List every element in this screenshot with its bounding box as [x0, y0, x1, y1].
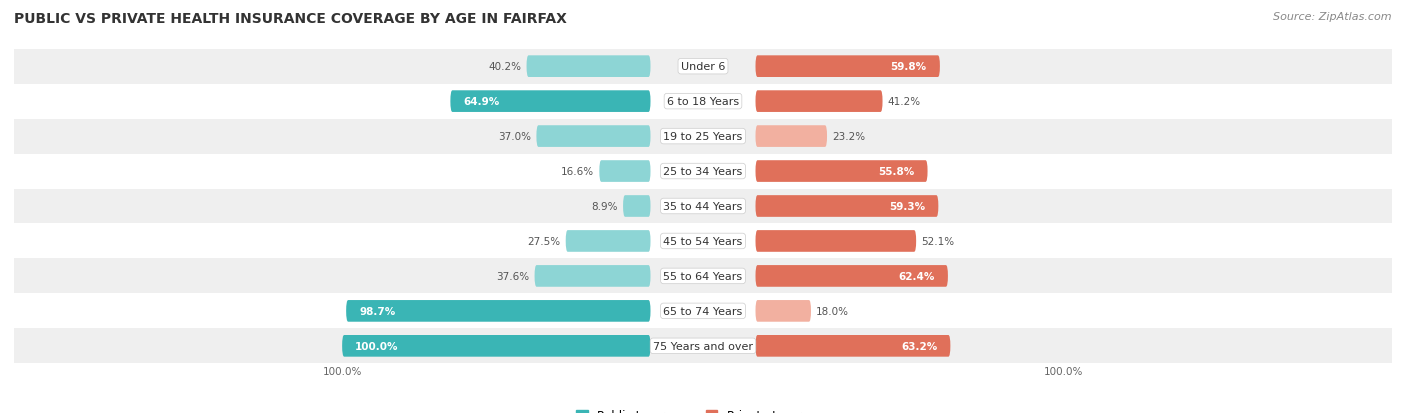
Bar: [14, 154, 1392, 189]
Text: 19 to 25 Years: 19 to 25 Years: [664, 132, 742, 142]
Text: PUBLIC VS PRIVATE HEALTH INSURANCE COVERAGE BY AGE IN FAIRFAX: PUBLIC VS PRIVATE HEALTH INSURANCE COVER…: [14, 12, 567, 26]
Text: 52.1%: 52.1%: [921, 236, 955, 247]
FancyBboxPatch shape: [755, 126, 827, 147]
FancyBboxPatch shape: [599, 161, 651, 183]
Text: 59.3%: 59.3%: [889, 202, 925, 211]
FancyBboxPatch shape: [342, 335, 651, 357]
Text: 25 to 34 Years: 25 to 34 Years: [664, 166, 742, 177]
Bar: [14, 84, 1392, 119]
Text: 59.8%: 59.8%: [890, 62, 927, 72]
Text: 62.4%: 62.4%: [898, 271, 935, 281]
Bar: [14, 224, 1392, 259]
FancyBboxPatch shape: [534, 266, 651, 287]
Text: Source: ZipAtlas.com: Source: ZipAtlas.com: [1274, 12, 1392, 22]
Bar: [14, 329, 1392, 363]
FancyBboxPatch shape: [755, 56, 939, 78]
Text: 6 to 18 Years: 6 to 18 Years: [666, 97, 740, 107]
Text: 8.9%: 8.9%: [592, 202, 617, 211]
Text: 63.2%: 63.2%: [901, 341, 938, 351]
FancyBboxPatch shape: [346, 300, 651, 322]
FancyBboxPatch shape: [755, 266, 948, 287]
Text: 23.2%: 23.2%: [832, 132, 866, 142]
FancyBboxPatch shape: [537, 126, 651, 147]
FancyBboxPatch shape: [755, 196, 938, 217]
Text: 65 to 74 Years: 65 to 74 Years: [664, 306, 742, 316]
Text: 18.0%: 18.0%: [817, 306, 849, 316]
Bar: [14, 50, 1392, 84]
Text: 16.6%: 16.6%: [561, 166, 595, 177]
Text: 64.9%: 64.9%: [464, 97, 499, 107]
FancyBboxPatch shape: [755, 91, 883, 113]
FancyBboxPatch shape: [565, 230, 651, 252]
FancyBboxPatch shape: [450, 91, 651, 113]
FancyBboxPatch shape: [755, 335, 950, 357]
Text: 75 Years and over: 75 Years and over: [652, 341, 754, 351]
Legend: Public Insurance, Private Insurance: Public Insurance, Private Insurance: [571, 404, 835, 413]
FancyBboxPatch shape: [755, 161, 928, 183]
Text: 98.7%: 98.7%: [360, 306, 395, 316]
Text: 41.2%: 41.2%: [887, 97, 921, 107]
Text: 55 to 64 Years: 55 to 64 Years: [664, 271, 742, 281]
Text: 40.2%: 40.2%: [488, 62, 522, 72]
Text: 45 to 54 Years: 45 to 54 Years: [664, 236, 742, 247]
Text: 27.5%: 27.5%: [527, 236, 561, 247]
Text: 35 to 44 Years: 35 to 44 Years: [664, 202, 742, 211]
Bar: [14, 189, 1392, 224]
Bar: [14, 119, 1392, 154]
Bar: [14, 294, 1392, 329]
Text: Under 6: Under 6: [681, 62, 725, 72]
FancyBboxPatch shape: [755, 300, 811, 322]
Text: 55.8%: 55.8%: [879, 166, 914, 177]
FancyBboxPatch shape: [755, 230, 917, 252]
Text: 37.0%: 37.0%: [498, 132, 531, 142]
Text: 37.6%: 37.6%: [496, 271, 529, 281]
Text: 100.0%: 100.0%: [356, 341, 399, 351]
FancyBboxPatch shape: [526, 56, 651, 78]
Bar: [14, 259, 1392, 294]
FancyBboxPatch shape: [623, 196, 651, 217]
